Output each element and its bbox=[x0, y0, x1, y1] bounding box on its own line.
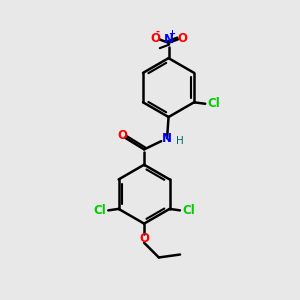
Text: O: O bbox=[177, 32, 187, 45]
Text: Cl: Cl bbox=[207, 97, 220, 110]
Text: H: H bbox=[176, 136, 184, 146]
Text: O: O bbox=[117, 129, 127, 142]
Text: N: N bbox=[164, 33, 174, 46]
Text: N: N bbox=[162, 132, 172, 145]
Text: +: + bbox=[169, 29, 176, 38]
Text: Cl: Cl bbox=[94, 204, 106, 217]
Text: O: O bbox=[150, 32, 160, 45]
Text: O: O bbox=[139, 232, 149, 245]
Text: Cl: Cl bbox=[182, 204, 195, 217]
Text: -: - bbox=[155, 27, 159, 37]
